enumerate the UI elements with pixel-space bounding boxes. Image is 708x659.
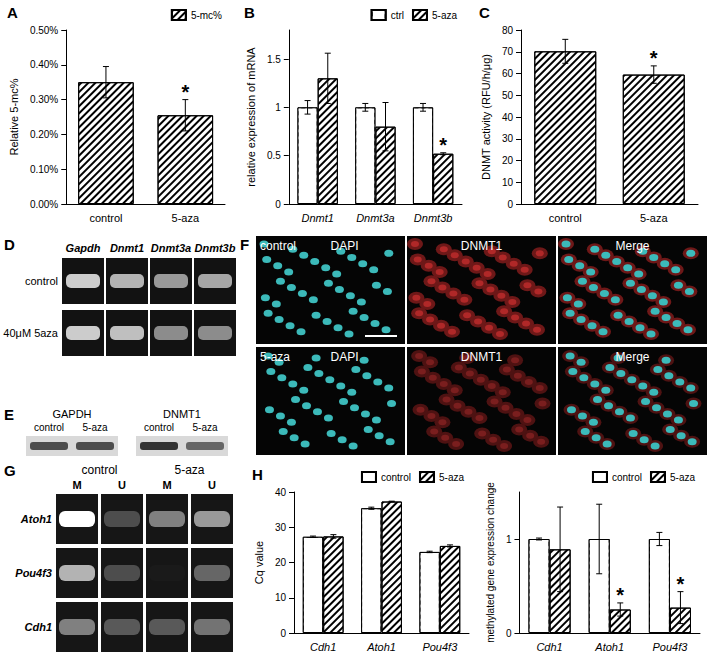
svg-text:relative expression of mRNA: relative expression of mRNA: [245, 47, 257, 187]
svg-text:Dnmt3b: Dnmt3b: [195, 242, 236, 254]
svg-text:*: *: [677, 573, 685, 595]
svg-text:20: 20: [502, 155, 514, 166]
svg-text:G: G: [4, 462, 16, 479]
svg-text:5-aza: 5-aza: [174, 463, 204, 477]
svg-text:Cdh1: Cdh1: [536, 641, 562, 653]
svg-text:Merge: Merge: [615, 239, 649, 253]
svg-text:0: 0: [275, 199, 281, 210]
svg-text:U: U: [118, 479, 126, 491]
svg-text:DAPI: DAPI: [330, 239, 358, 253]
svg-text:control: control: [81, 463, 117, 477]
svg-text:Atoh1: Atoh1: [594, 641, 624, 653]
svg-text:*: *: [439, 134, 447, 156]
svg-text:0.10%: 0.10%: [30, 164, 58, 175]
svg-text:5-aza: 5-aza: [640, 212, 668, 224]
svg-text:70: 70: [502, 46, 514, 57]
svg-text:DNMT1: DNMT1: [461, 239, 503, 253]
svg-text:Pou4f3: Pou4f3: [422, 641, 458, 653]
svg-text:Dnmt3a: Dnmt3a: [356, 212, 395, 224]
svg-text:0.00%: 0.00%: [30, 199, 58, 210]
svg-text:DAPI: DAPI: [330, 350, 358, 364]
svg-text:Atoh1: Atoh1: [366, 641, 396, 653]
svg-text:GAPDH: GAPDH: [52, 408, 91, 420]
svg-text:Merge: Merge: [615, 350, 649, 364]
svg-text:methylated gene expression cha: methylated gene expression change: [485, 482, 496, 643]
svg-text:F: F: [240, 236, 249, 253]
svg-text:5-aza: 5-aza: [432, 10, 457, 21]
svg-text:Dnmt1: Dnmt1: [110, 242, 144, 254]
svg-text:D: D: [4, 236, 15, 253]
svg-text:control: control: [25, 275, 58, 287]
svg-text:0: 0: [506, 628, 512, 639]
svg-text:20: 20: [275, 557, 287, 568]
svg-text:1: 1: [275, 102, 281, 113]
svg-text:*: *: [181, 81, 189, 103]
svg-text:1: 1: [506, 534, 512, 545]
svg-text:10: 10: [502, 177, 514, 188]
svg-text:M: M: [72, 479, 81, 491]
svg-text:ctrl: ctrl: [391, 10, 404, 21]
svg-text:DNMT1: DNMT1: [461, 350, 503, 364]
svg-text:5-mc%: 5-mc%: [191, 10, 222, 21]
svg-text:Dnmt3a: Dnmt3a: [151, 242, 191, 254]
svg-text:control: control: [549, 212, 582, 224]
svg-text:control: control: [381, 472, 411, 483]
svg-text:B: B: [244, 4, 255, 21]
svg-text:Pou4f3: Pou4f3: [15, 567, 52, 579]
svg-text:DNMT1: DNMT1: [163, 408, 201, 420]
svg-text:*: *: [650, 47, 658, 69]
svg-text:Gapdh: Gapdh: [66, 242, 101, 254]
svg-text:5-aza: 5-aza: [82, 422, 107, 433]
svg-text:0.30%: 0.30%: [30, 94, 58, 105]
svg-text:control: control: [612, 472, 642, 483]
svg-text:control: control: [260, 239, 296, 253]
svg-text:0.5: 0.5: [267, 150, 281, 161]
svg-text:40μM 5aza: 40μM 5aza: [3, 327, 59, 339]
svg-text:0.50%: 0.50%: [30, 25, 58, 36]
svg-text:0: 0: [507, 199, 513, 210]
svg-text:Cq value: Cq value: [253, 541, 265, 584]
svg-text:Relative 5-mc%: Relative 5-mc%: [8, 78, 20, 155]
svg-text:*: *: [616, 584, 624, 606]
svg-text:control: control: [144, 422, 174, 433]
svg-text:50: 50: [502, 90, 514, 101]
svg-text:40: 40: [502, 112, 514, 123]
svg-text:H: H: [252, 466, 263, 483]
svg-text:A: A: [7, 4, 18, 21]
svg-text:10: 10: [275, 592, 287, 603]
svg-text:40: 40: [275, 487, 287, 498]
svg-text:0.20%: 0.20%: [30, 129, 58, 140]
svg-text:5-aza: 5-aza: [192, 422, 217, 433]
svg-text:30: 30: [275, 522, 287, 533]
svg-text:control: control: [34, 422, 64, 433]
svg-text:Cdh1: Cdh1: [310, 641, 336, 653]
svg-text:control: control: [89, 212, 122, 224]
svg-text:1.5: 1.5: [267, 54, 281, 65]
svg-text:0.40%: 0.40%: [30, 59, 58, 70]
svg-text:60: 60: [502, 68, 514, 79]
svg-text:Dnmt1: Dnmt1: [301, 212, 333, 224]
svg-text:5-aza: 5-aza: [260, 350, 290, 364]
svg-text:Dnmt3b: Dnmt3b: [414, 212, 453, 224]
svg-text:5-aza: 5-aza: [670, 472, 695, 483]
svg-text:E: E: [4, 406, 14, 423]
svg-text:80: 80: [502, 25, 514, 36]
svg-text:C: C: [479, 4, 490, 21]
svg-text:Cdh1: Cdh1: [25, 621, 53, 633]
svg-text:U: U: [208, 479, 216, 491]
svg-text:30: 30: [502, 133, 514, 144]
svg-text:Pou4f3: Pou4f3: [652, 641, 688, 653]
svg-text:0: 0: [280, 628, 286, 639]
svg-text:DNMT activity (RFU/h/μg): DNMT activity (RFU/h/μg): [480, 54, 492, 180]
svg-text:5-aza: 5-aza: [172, 212, 200, 224]
svg-text:Atoh1: Atoh1: [20, 513, 52, 525]
svg-text:M: M: [162, 479, 171, 491]
svg-text:5-aza: 5-aza: [439, 472, 464, 483]
